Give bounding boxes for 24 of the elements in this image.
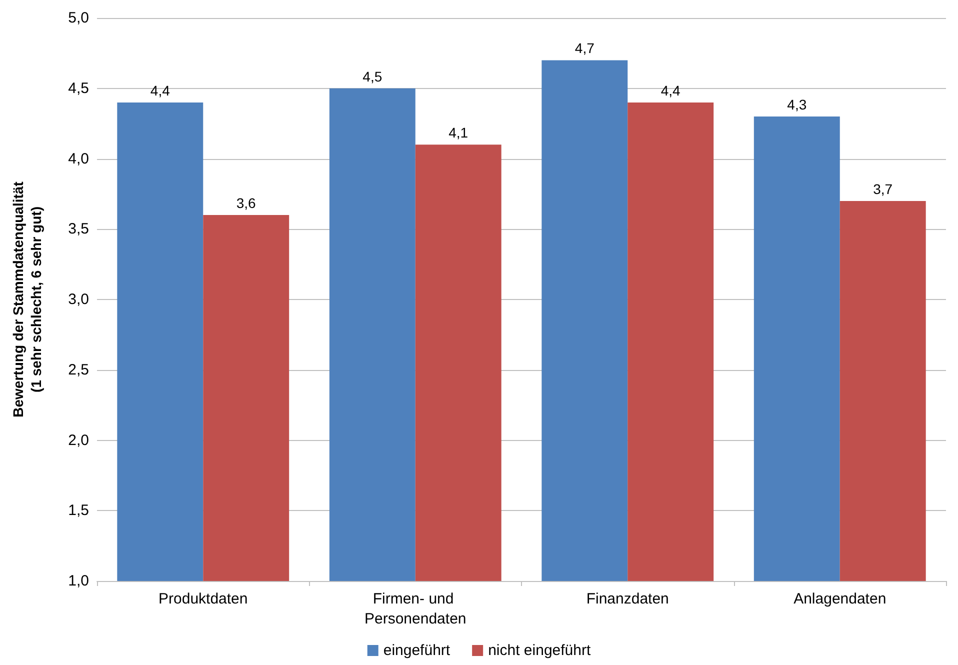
data-label: 4,4 xyxy=(660,82,681,98)
y-tick-label: 2,0 xyxy=(68,432,89,449)
x-tick-label: Produktdaten xyxy=(158,590,248,608)
y-tick-label: 1,0 xyxy=(68,572,89,590)
data-label: 4,5 xyxy=(362,68,382,84)
data-label: 4,7 xyxy=(574,40,595,56)
data-label: 4,4 xyxy=(150,82,170,98)
y-tick-label: 5,0 xyxy=(68,10,89,26)
data-label: 4,1 xyxy=(448,124,468,141)
data-label: 3,7 xyxy=(873,180,893,197)
x-tick-label: Firmen- und Personendaten xyxy=(364,590,466,628)
data-label: 4,3 xyxy=(787,96,807,113)
legend-label: nicht eingeführt xyxy=(488,642,592,659)
y-tick-label: 3,0 xyxy=(68,291,89,308)
y-tick-label: 1,5 xyxy=(68,502,89,520)
x-tick-label: Finanzdaten xyxy=(586,590,669,608)
y-tick-label: 4,5 xyxy=(68,80,89,97)
legend-label: eingeführt xyxy=(383,642,451,659)
data-label: 3,6 xyxy=(236,195,256,212)
y-tick-label: 4,0 xyxy=(68,150,89,168)
x-tick-label: Anlagendaten xyxy=(794,590,886,608)
y-axis-title: Bewertung der Stammdatenqualität (1 sehr schlecht, 6 sehr gut) xyxy=(10,181,44,418)
y-tick-label: 2,5 xyxy=(68,361,89,378)
y-tick-label: 3,5 xyxy=(68,220,89,238)
